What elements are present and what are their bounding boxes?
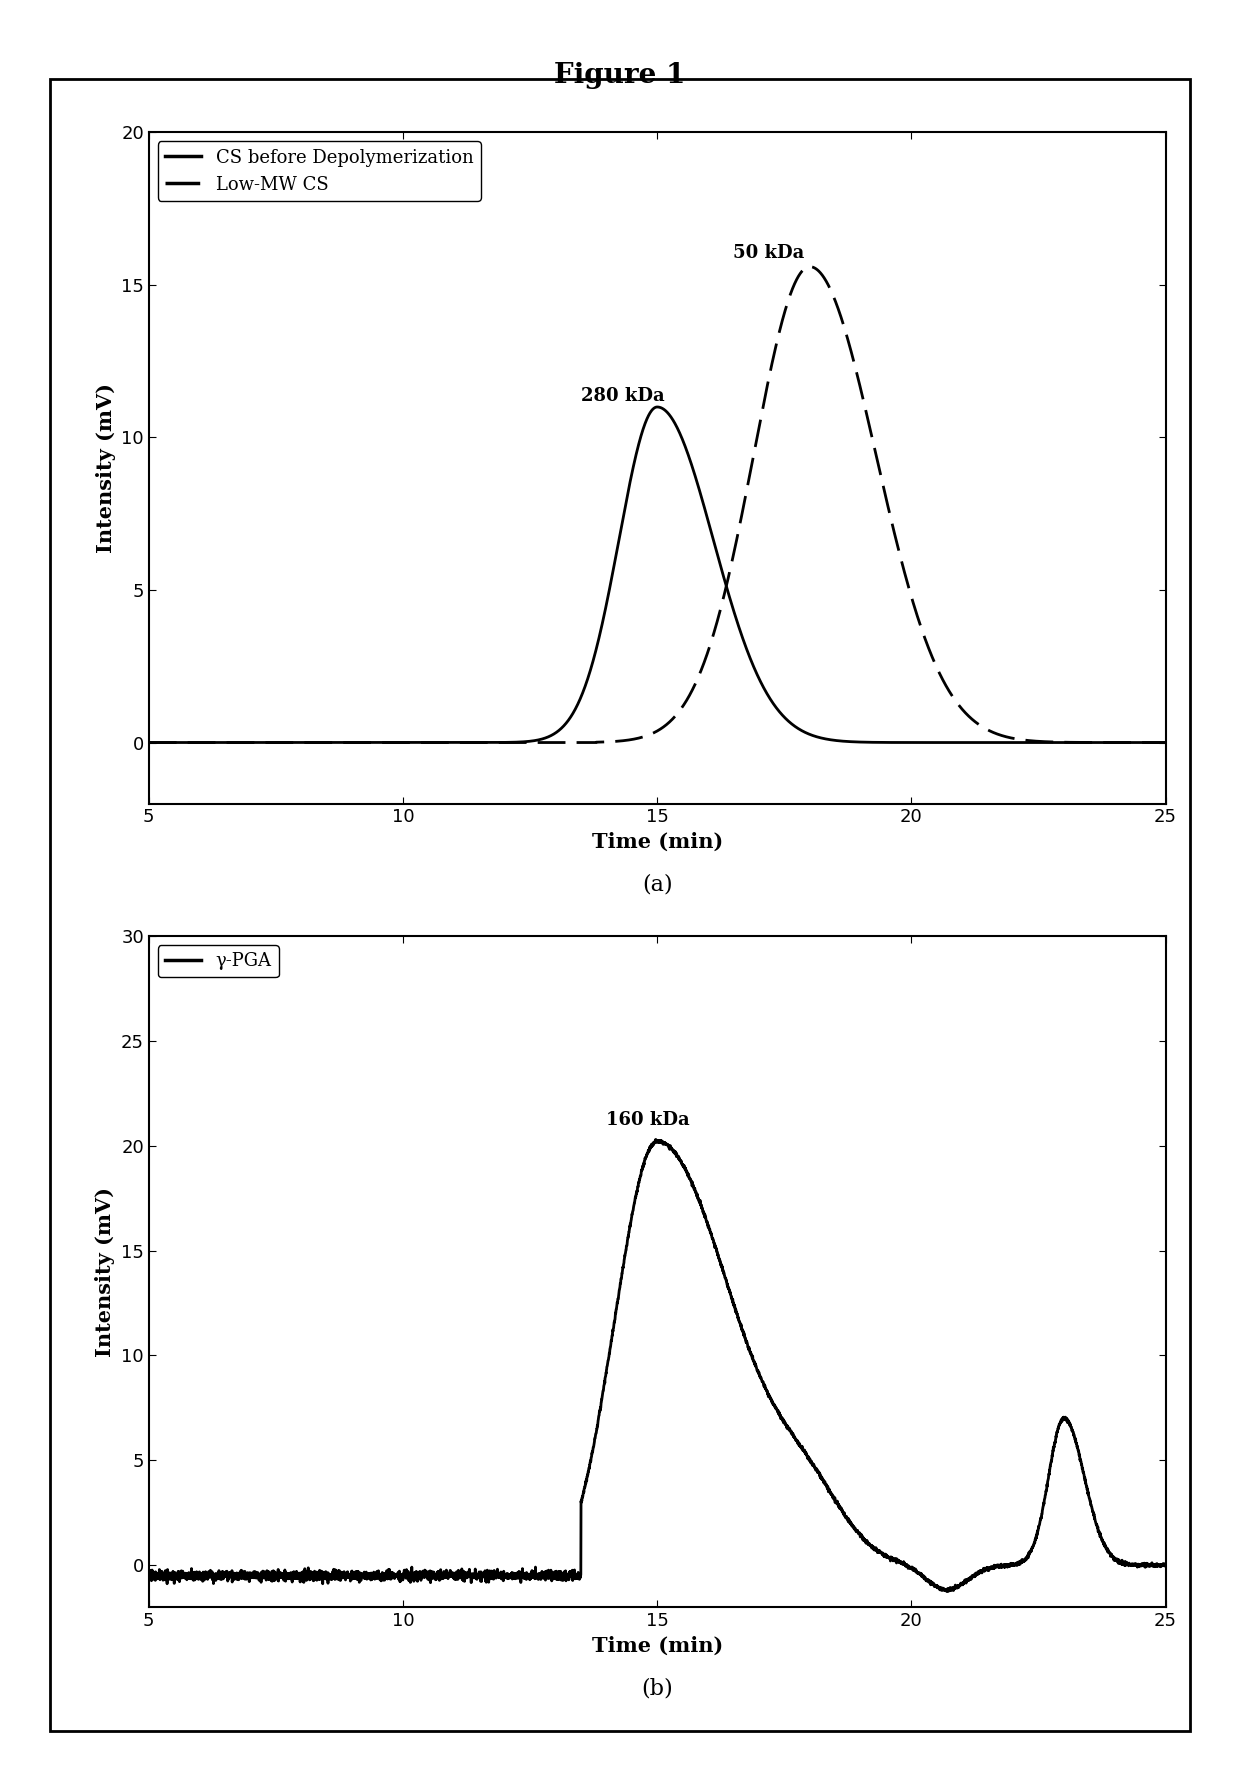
Y-axis label: Intensity (mV): Intensity (mV) bbox=[95, 383, 115, 553]
Y-axis label: Intensity (mV): Intensity (mV) bbox=[95, 1187, 115, 1356]
X-axis label: Time (min): Time (min) bbox=[591, 832, 723, 851]
Text: Figure 1: Figure 1 bbox=[554, 62, 686, 88]
Text: 280 kDa: 280 kDa bbox=[580, 387, 665, 404]
X-axis label: Time (min): Time (min) bbox=[591, 1635, 723, 1655]
Text: 50 kDa: 50 kDa bbox=[734, 244, 805, 261]
Text: 160 kDa: 160 kDa bbox=[606, 1111, 689, 1128]
Text: (b): (b) bbox=[641, 1678, 673, 1699]
Legend: γ-PGA: γ-PGA bbox=[157, 945, 279, 977]
Text: (a): (a) bbox=[642, 874, 672, 895]
Legend: CS before Depolymerization, Low-MW CS: CS before Depolymerization, Low-MW CS bbox=[157, 141, 481, 201]
